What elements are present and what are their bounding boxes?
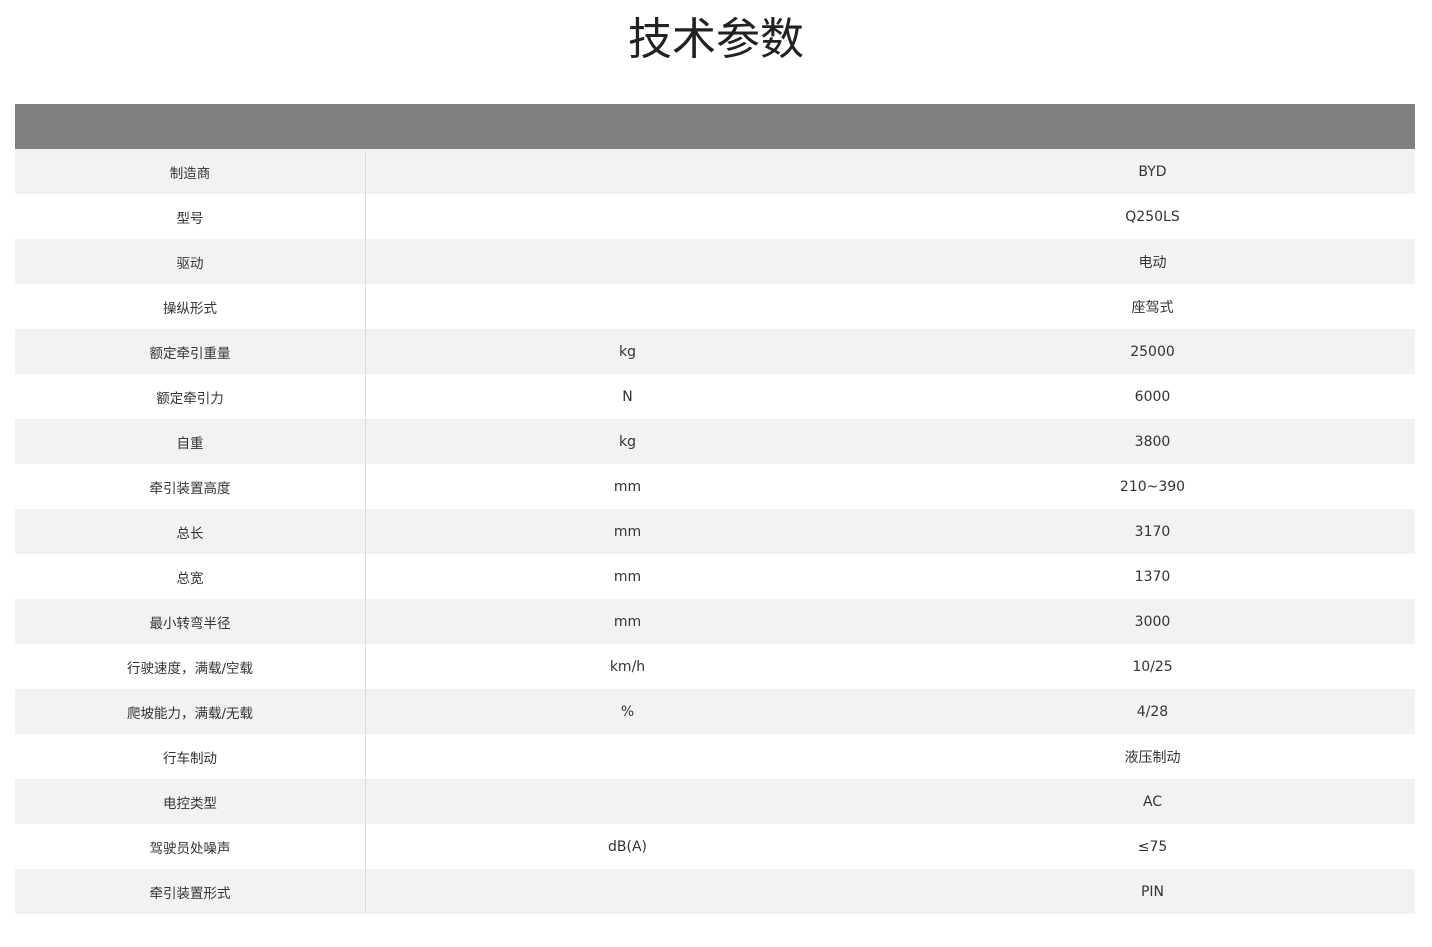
param-name: 操纵形式 bbox=[163, 300, 217, 317]
table-header-bar bbox=[15, 104, 1415, 149]
table-row: 自重 kg 3800 bbox=[15, 419, 1415, 464]
param-value: AC bbox=[1142, 793, 1163, 810]
param-value: 4/28 bbox=[1136, 703, 1169, 720]
table-row: 制造商 BYD bbox=[15, 149, 1415, 194]
param-value: 1370 bbox=[1134, 568, 1171, 585]
param-name: 行车制动 bbox=[163, 750, 217, 767]
table-row: 驾驶员处噪声 dB(A) ≤75 bbox=[15, 824, 1415, 869]
param-unit: kg bbox=[619, 343, 636, 360]
table-row: 总宽 mm 1370 bbox=[15, 554, 1415, 599]
table-row: 行驶速度，满载/空载 km/h 10/25 bbox=[15, 644, 1415, 689]
table-row: 额定牵引力 N 6000 bbox=[15, 374, 1415, 419]
param-value: 液压制动 bbox=[1124, 749, 1181, 766]
param-value: 3000 bbox=[1134, 613, 1171, 630]
param-name: 最小转弯半径 bbox=[149, 615, 231, 632]
param-name: 牵引装置高度 bbox=[149, 480, 231, 497]
table-row: 额定牵引重量 kg 25000 bbox=[15, 329, 1415, 374]
param-value: 210~390 bbox=[1119, 478, 1186, 495]
param-unit: N bbox=[622, 388, 633, 405]
param-unit: mm bbox=[613, 523, 642, 540]
param-unit: kg bbox=[619, 433, 636, 450]
param-name: 驾驶员处噪声 bbox=[149, 840, 231, 857]
param-unit: % bbox=[620, 703, 635, 720]
param-value: 10/25 bbox=[1132, 658, 1173, 675]
table-row: 最小转弯半径 mm 3000 bbox=[15, 599, 1415, 644]
param-unit: km/h bbox=[609, 658, 646, 675]
table-row: 爬坡能力，满载/无载% 4/28 bbox=[15, 689, 1415, 734]
param-unit: mm bbox=[613, 478, 642, 495]
table-row: 行车制动 液压制动 bbox=[15, 734, 1415, 779]
param-name: 电控类型 bbox=[163, 795, 217, 812]
param-value: 座驾式 bbox=[1131, 299, 1174, 316]
param-name: 爬坡能力，满载/无载 bbox=[126, 705, 254, 722]
table-row: 牵引装置高度 mm 210~390 bbox=[15, 464, 1415, 509]
table-row: 总长 mm 3170 bbox=[15, 509, 1415, 554]
param-name: 制造商 bbox=[169, 165, 211, 182]
param-value: 25000 bbox=[1130, 343, 1175, 360]
column-divider bbox=[365, 152, 366, 914]
param-name: 额定牵引重量 bbox=[149, 345, 231, 362]
param-name: 牵引装置形式 bbox=[149, 885, 231, 902]
param-name: 总长 bbox=[176, 525, 204, 542]
table-row: 驱动 电动 bbox=[15, 239, 1415, 284]
param-name: 型号 bbox=[176, 210, 204, 227]
param-name: 总宽 bbox=[176, 570, 204, 587]
param-unit: dB(A) bbox=[608, 838, 647, 855]
param-name: 自重 bbox=[176, 435, 204, 452]
table-row: 操纵形式 座驾式 bbox=[15, 284, 1415, 329]
param-value: 3800 bbox=[1134, 433, 1171, 450]
table-row: 电控类型 AC bbox=[15, 779, 1415, 824]
page-title: 技术参数 bbox=[628, 14, 804, 65]
table-row: 型号 Q250LS bbox=[15, 194, 1415, 239]
table-row: 牵引装置形式 PIN bbox=[15, 869, 1415, 914]
param-name: 驱动 bbox=[176, 255, 204, 272]
param-value: PIN bbox=[1140, 883, 1165, 900]
param-unit: mm bbox=[613, 613, 642, 630]
param-unit: mm bbox=[613, 568, 642, 585]
param-name: 额定牵引力 bbox=[156, 390, 224, 407]
param-value: 3170 bbox=[1134, 523, 1171, 540]
param-value: BYD bbox=[1138, 163, 1167, 180]
param-value: ≤75 bbox=[1137, 838, 1168, 855]
param-value: Q250LS bbox=[1125, 208, 1180, 225]
param-value: 电动 bbox=[1138, 254, 1167, 271]
spec-table: 制造商 BYD 型号 Q250LS 驱动 电动 操纵形式 座驾式 额定牵引重量 kg 25000 额定… bbox=[15, 149, 1415, 914]
param-value: 6000 bbox=[1134, 388, 1171, 405]
param-name: 行驶速度，满载/空载 bbox=[126, 660, 254, 677]
